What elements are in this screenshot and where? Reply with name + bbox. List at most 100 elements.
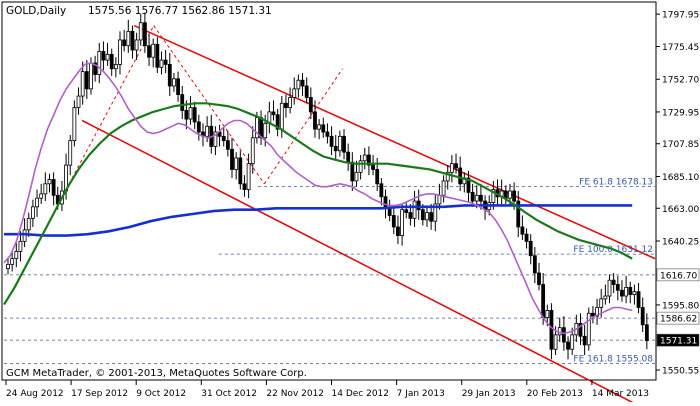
candle-body (337, 135, 342, 152)
candle-body (35, 197, 39, 208)
candle-body (242, 183, 247, 190)
candle-body (279, 102, 284, 130)
candle-body (396, 226, 400, 236)
candle-body (466, 177, 471, 193)
fib-level-label: FE 100.0 1631.12 (573, 245, 653, 255)
ema-green-line (3, 102, 633, 306)
candle-body (541, 284, 546, 318)
y-tick-label: 1595.80 (662, 301, 699, 311)
y-tick-label: 1775.45 (662, 43, 699, 53)
sma-purple-line (3, 62, 633, 335)
fib-level-label: FE 161.8 1555.08 (573, 355, 653, 365)
y-tick-label: 1685.10 (662, 173, 699, 183)
x-tick-label: 20 Feb 2013 (527, 389, 583, 399)
level-layer (4, 186, 655, 364)
candle-body (454, 163, 458, 169)
candle-body (644, 324, 649, 341)
candle-body (503, 190, 508, 199)
candle-body (549, 309, 554, 350)
candle-body (246, 163, 251, 190)
candle-body (313, 111, 317, 130)
y-tick-label: 1707.85 (662, 140, 699, 150)
candle-body (416, 200, 421, 211)
price-tag-label: 1586.62 (660, 315, 697, 325)
price-tag (656, 268, 700, 282)
candle-body (346, 151, 351, 163)
candle-body (51, 179, 56, 196)
candle-body (80, 71, 85, 97)
candle-body (47, 179, 52, 185)
candle-body (412, 200, 417, 219)
candle-body (84, 71, 89, 90)
candle-body (288, 97, 292, 108)
candle-body (586, 312, 591, 346)
candle-body (379, 183, 384, 198)
y-tick-label: 1729.95 (662, 108, 699, 118)
candle-body (76, 95, 81, 108)
candle-body (308, 97, 313, 113)
candle-body (441, 180, 446, 196)
ema-blue-line (4, 204, 633, 237)
candle-body (89, 62, 93, 90)
candle-body (221, 135, 226, 142)
candle-body (68, 140, 73, 166)
candle-body (213, 131, 218, 147)
candle-body (595, 307, 599, 317)
candle-body (167, 64, 172, 87)
channel-lower-line (81, 119, 642, 406)
candle-body (553, 334, 558, 350)
candle-body (404, 209, 409, 213)
x-tick-label: 22 Nov 2012 (266, 389, 324, 399)
candle-body (433, 203, 438, 222)
candle-body (6, 263, 10, 270)
candle-body (408, 212, 413, 219)
candle-body (603, 295, 608, 300)
candle-body (234, 157, 239, 170)
candle-body (591, 312, 595, 317)
candle-body (640, 307, 645, 326)
candle-body (362, 154, 367, 162)
candle-body (109, 53, 114, 70)
moving-average-layer (3, 62, 633, 335)
candle-body (317, 124, 322, 130)
candle-body (624, 286, 629, 297)
candle-body (420, 209, 425, 221)
price-tag-label: 1616.70 (660, 271, 697, 281)
candle-body (134, 39, 139, 51)
channel-upper-line (133, 24, 656, 260)
candle-body (520, 226, 525, 235)
candle-body (192, 107, 197, 123)
candle-body (155, 43, 160, 68)
candle-body (250, 137, 255, 165)
candle-body (304, 85, 309, 98)
candle-body (391, 215, 396, 228)
candle-body (151, 43, 156, 58)
candle-body (628, 286, 633, 295)
candle-body (126, 30, 131, 47)
candle-body (271, 111, 276, 116)
candle-body (532, 255, 537, 274)
candle-body (263, 122, 268, 139)
candle-body (138, 22, 143, 41)
candle-body (445, 171, 450, 182)
candle-body (358, 160, 363, 173)
candle-body (159, 59, 164, 68)
candle-body (528, 240, 533, 257)
price-tag (656, 311, 700, 325)
candle-body (333, 146, 338, 152)
candle-body (296, 79, 301, 90)
candle-body (101, 51, 106, 61)
candle-body (180, 94, 185, 111)
candle-body (375, 169, 380, 185)
x-tick-label: 14 Dec 2012 (332, 389, 390, 399)
candle-body (570, 334, 575, 350)
candle-body (607, 279, 612, 297)
candle-body (147, 45, 151, 58)
candle-body (163, 59, 168, 65)
candle-body (516, 200, 521, 228)
candle-body (329, 135, 334, 147)
candle-body (636, 291, 641, 308)
fib-level-label: FE 61.8 1678.13 (579, 177, 653, 187)
